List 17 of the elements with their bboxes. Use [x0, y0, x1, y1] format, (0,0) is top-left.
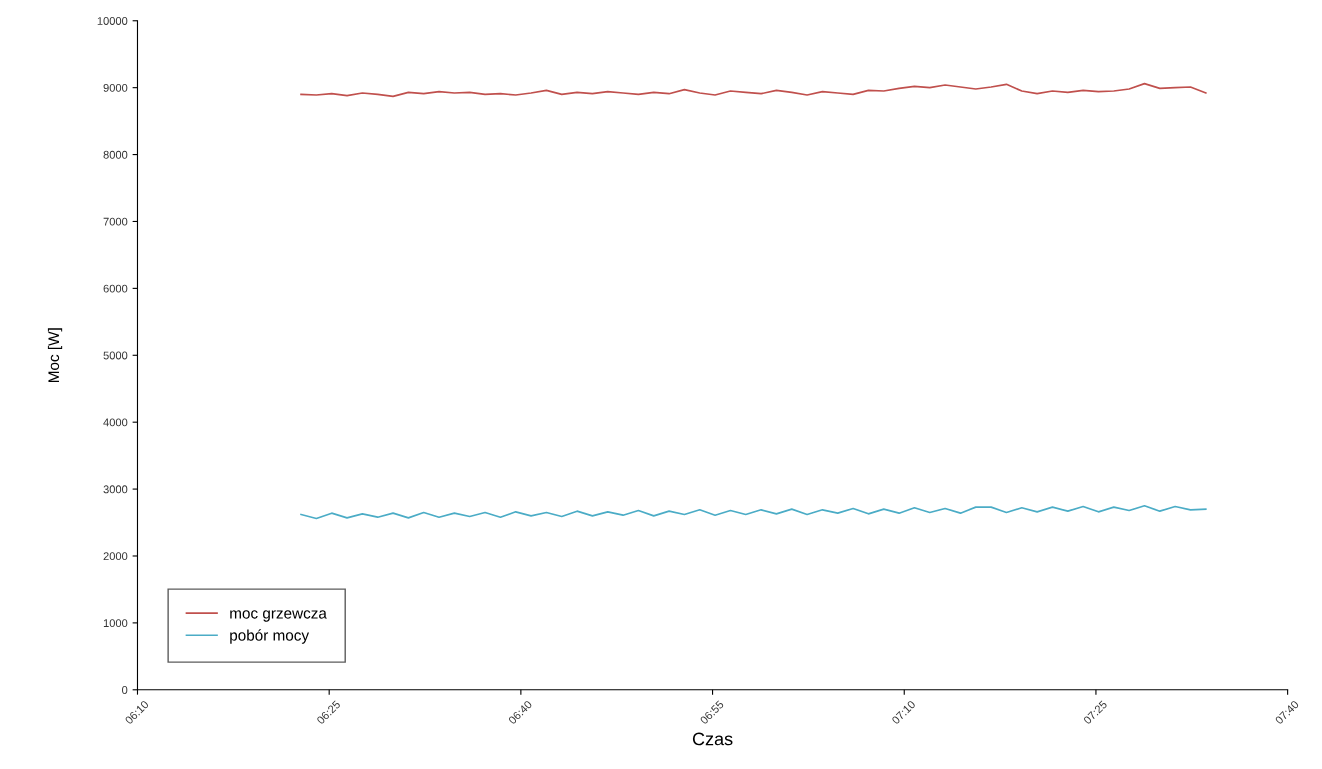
y-tick-label: 10000 [97, 17, 128, 25]
y-tick-label: 6000 [103, 284, 128, 293]
legend-label: moc grzewcza [230, 610, 327, 622]
y-axis-title: Moc [W] [47, 328, 63, 383]
line-series [300, 504, 1207, 520]
y-tick-label: 4000 [103, 418, 128, 427]
y-tick-label: 2000 [103, 552, 128, 561]
x-axis-title: Czas [692, 732, 733, 746]
y-tick-label: 7000 [103, 217, 128, 226]
y-tick-label: 8000 [103, 150, 128, 159]
y-tick-label: 0 [122, 686, 128, 694]
y-tick-label: 3000 [103, 485, 128, 494]
y-tick-label: 5000 [103, 351, 128, 360]
line-series [300, 82, 1207, 98]
y-tick-label: 1000 [103, 619, 128, 628]
legend-label: pobór mocy [230, 629, 310, 644]
y-tick-label: 9000 [103, 83, 128, 92]
